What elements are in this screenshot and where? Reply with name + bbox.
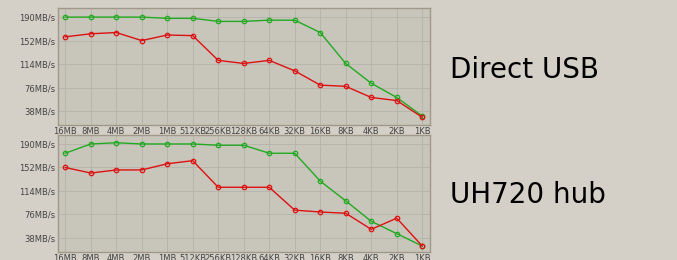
Text: Direct USB: Direct USB	[450, 56, 599, 84]
Text: UH720 hub: UH720 hub	[450, 181, 606, 209]
